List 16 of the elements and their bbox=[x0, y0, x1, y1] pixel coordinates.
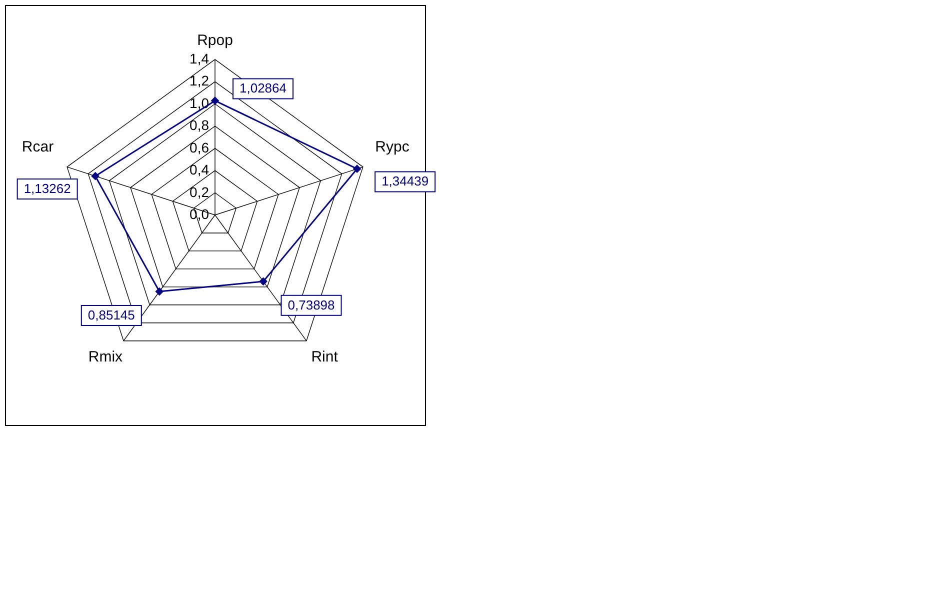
y-tick-label: 1,2 bbox=[190, 72, 210, 89]
data-label: 0,73898 bbox=[288, 297, 335, 312]
spoke-label: Rypc bbox=[375, 138, 410, 156]
data-label: 1,13262 bbox=[24, 180, 71, 196]
spoke-label: Rmix bbox=[88, 348, 124, 366]
y-tick-label: 1,4 bbox=[190, 50, 210, 66]
data-label: 0,85145 bbox=[88, 308, 135, 323]
spoke-label: Rcar bbox=[22, 138, 54, 156]
data-label: 1,02864 bbox=[240, 80, 286, 96]
y-tick-label: 0,4 bbox=[190, 162, 210, 178]
y-tick-label: 0,6 bbox=[190, 139, 210, 156]
spoke-label: Rpop bbox=[197, 32, 233, 50]
y-tick-label: 0,8 bbox=[190, 117, 210, 134]
spoke-label: Rint bbox=[311, 348, 339, 366]
y-tick-label: 0,2 bbox=[190, 184, 210, 200]
data-label: 1,34439 bbox=[382, 174, 429, 189]
